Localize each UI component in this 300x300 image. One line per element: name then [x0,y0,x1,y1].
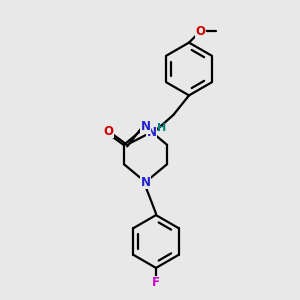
Text: O: O [103,124,113,138]
Text: O: O [195,25,206,38]
Text: F: F [152,276,160,290]
Text: N: N [140,120,151,134]
Text: H: H [157,123,166,133]
Text: N: N [140,176,151,189]
Text: N: N [147,126,157,139]
